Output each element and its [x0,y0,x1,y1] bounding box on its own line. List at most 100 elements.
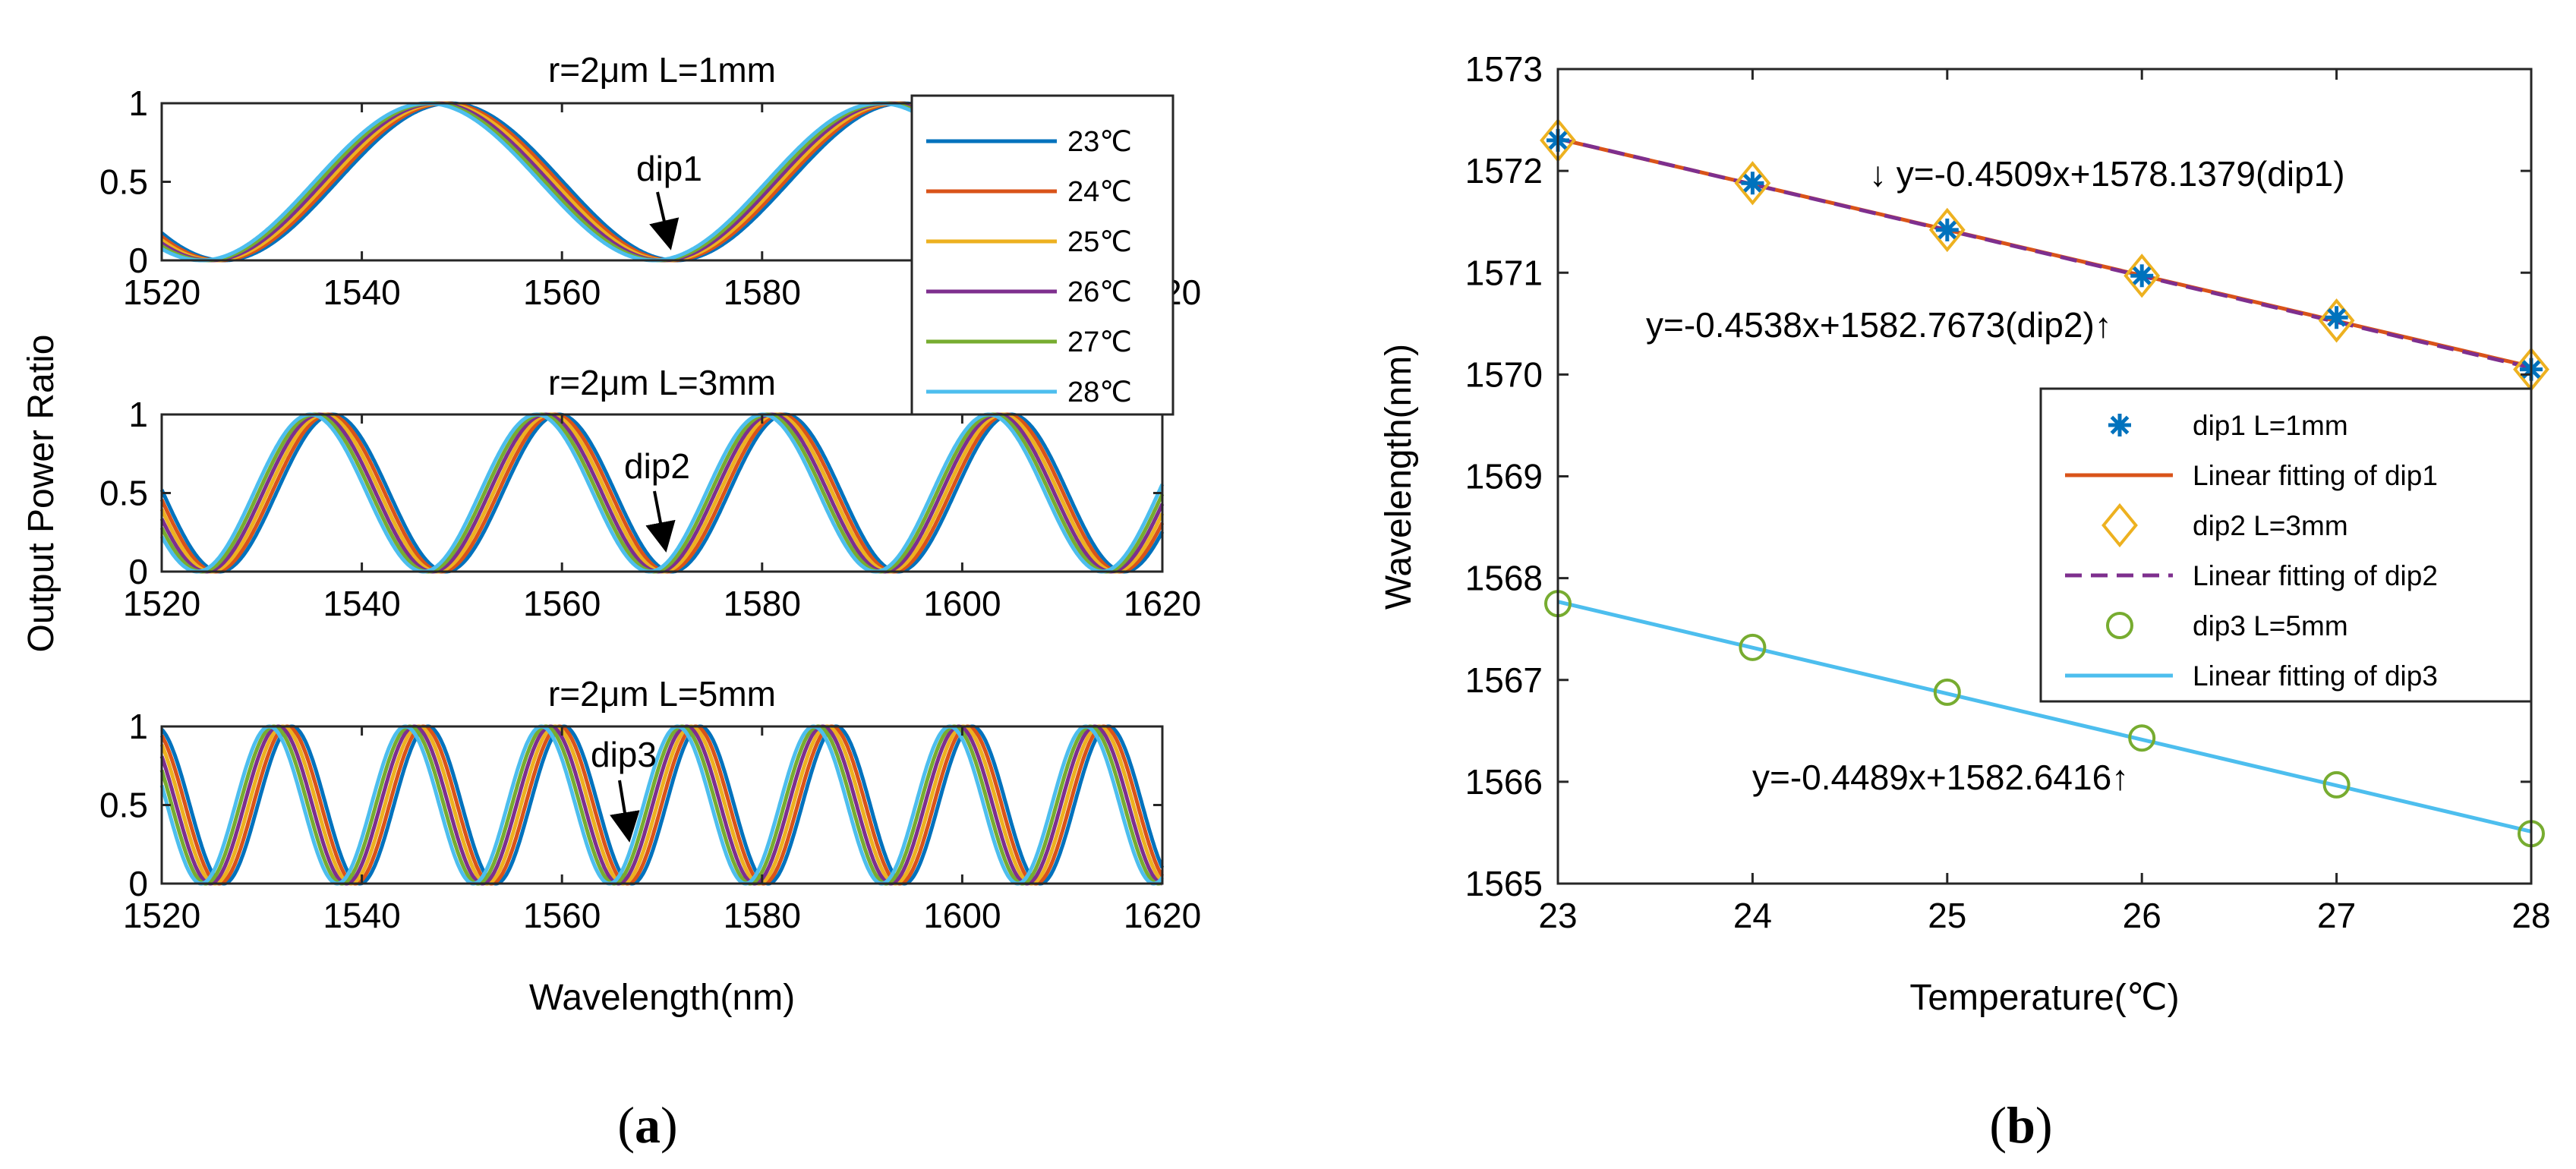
dip1-marker-stroke [2132,266,2152,285]
legend-dip2-marker [2101,503,2138,548]
legend-label-28c: 28℃ [1067,377,1132,408]
x-tick-label: 28 [2511,896,2550,935]
legend-label-1: Linear fitting of dip1 [2193,460,2438,491]
y-tick-label: 0.5 [99,162,148,202]
x-tick-label: 1520 [123,896,200,935]
dip3-arrow [610,780,640,843]
spectrum-curve-23c [160,724,1165,886]
dip2-marker [2124,254,2161,298]
dip3-marker [1933,678,1961,706]
y-tick-label: 1571 [1465,253,1543,292]
subplot-l3mm: 1520 1540 1560 1580 1600 1620 00.51 r=2μm L=3… [99,363,1201,623]
x-tick-label: 24 [1733,896,1772,935]
legend-fits-entries: dip1 L=1mm Linear fitting of dip1 dip2 L=3… [2065,410,2438,692]
legend-temperature-entries: 23℃ 24℃ 25℃ 26℃ 27℃ 28℃ [926,126,1132,408]
caption-b: (b) [1989,1096,2052,1154]
spectrum-curve-25c [159,724,1164,886]
x-tick-label: 26 [2123,896,2161,935]
dip3-marker [1739,633,1767,661]
y-tick-label: 1 [128,707,148,746]
legend-label-23c: 23℃ [1067,126,1132,158]
legend-label-27c: 27℃ [1067,326,1132,358]
y-tick-label: 1 [128,395,148,434]
y-tick-label: 1573 [1465,49,1543,89]
subplot-l3mm-xticks: 1520 1540 1560 1580 1600 1620 [123,414,1201,623]
legend-label-0: dip1 L=1mm [2193,410,2348,441]
fit-dip3-annotation: y=-0.4489x+1582.6416↑ [1752,758,2129,797]
legend-label-25c: 25℃ [1067,226,1132,258]
dip1-marker-stroke [2327,307,2346,327]
y-tick-label: 1569 [1465,457,1543,496]
dip2-annotation: dip2 [624,446,690,486]
y-tick-label: 1 [128,84,148,123]
dip1-marker [2130,264,2154,288]
x-tick-label: 1620 [1124,896,1201,935]
subplot-l1mm-title: r=2μm L=1mm [548,50,776,90]
panel-a-ylabel: Output Power Ratio [21,335,61,653]
legend-label-5: Linear fitting of dip3 [2193,660,2438,692]
dip1-marker [1741,172,1764,195]
x-tick-label: 1580 [724,584,801,623]
x-tick-label: 1540 [323,273,400,312]
dip1-annotation: dip1 [636,149,702,188]
caption-a: (a) [617,1096,677,1154]
legend-temperature: 23℃ 24℃ 25℃ 26℃ 27℃ 28℃ [910,94,1174,416]
y-tick-label: 0.5 [99,786,148,825]
y-tick-label: 1568 [1465,559,1543,598]
subplot-l5mm-yticks: 00.51 [99,707,1162,903]
dip1-arrow [649,191,679,250]
y-tick-label: 1570 [1465,354,1543,394]
legend-dip3-marker [2106,612,2133,639]
y-tick-label: 1572 [1465,151,1543,191]
panel-b-xlabel: Temperature(℃) [1909,978,2179,1018]
panel-b-fit-lines [1557,137,2532,833]
fit-dip1-annotation: ↓ y=-0.4509x+1578.1379(dip1) [1869,154,2345,194]
dip3-marker [2322,770,2351,799]
x-tick-label: 1600 [923,896,1001,935]
legend-label-3: Linear fitting of dip2 [2193,560,2438,591]
x-tick-label: 1520 [123,273,200,312]
x-tick-label: 1520 [123,584,200,623]
y-tick-label: 1565 [1465,864,1543,903]
legend-fits-box [2039,387,2533,703]
subplot-l1mm-yticks: 00.51 [99,84,1162,280]
y-tick-label: 0.5 [99,474,148,513]
spectrum-curve-27c [159,724,1164,886]
legend-fits: dip1 L=1mm Linear fitting of dip1 dip2 L=3… [2039,387,2533,703]
legend-dip1-marker-stroke [2110,415,2130,435]
x-tick-label: 1540 [323,896,400,935]
x-tick-label: 25 [1928,896,1966,935]
spectrum-curve-28c [159,724,1164,886]
subplot-l3mm-frame [160,413,1164,573]
dip1-marker-stroke [1743,173,1762,193]
panel-b: 23 24 25 26 27 28 1565 1566 1567 1568 1569 1570 157… [1379,49,2551,1154]
spectrum-curve-28c [159,412,1165,574]
spectrum-curve-26c [159,724,1163,886]
legend-label-4: dip3 L=5mm [2193,610,2348,641]
dip3-marker [2128,724,2156,752]
subplot-l3mm-title: r=2μm L=3mm [548,363,776,402]
dip2-marker [1734,161,1771,206]
y-tick-label: 0 [128,552,148,591]
x-tick-label: 1560 [523,584,601,623]
x-tick-label: 1580 [724,896,801,935]
x-tick-label: 1560 [523,896,601,935]
legend-temperature-box [910,94,1174,416]
subplot-l5mm-curves [159,724,1165,886]
y-tick-label: 0 [128,864,148,903]
dip2-marker [1928,207,1966,253]
legend-label-24c: 24℃ [1067,176,1132,208]
subplot-l5mm: 1520 1540 1560 1580 1600 1620 00.51 r=2μm L=5… [99,674,1201,935]
dip1-marker-stroke [1938,220,1957,240]
panel-b-yticks: 1565 1566 1567 1568 1569 1570 1571 1572 1573 [1465,49,2531,903]
x-tick-label: 1560 [523,273,601,312]
dip3-annotation: dip3 [591,735,657,774]
x-tick-label: 1540 [323,584,400,623]
dip2-marker [2318,298,2355,343]
x-tick-label: 1580 [724,273,801,312]
panel-b-xticks: 23 24 25 26 27 28 [1538,69,2551,935]
y-tick-label: 1567 [1465,660,1543,700]
subplot-l5mm-title: r=2μm L=5mm [548,674,776,714]
